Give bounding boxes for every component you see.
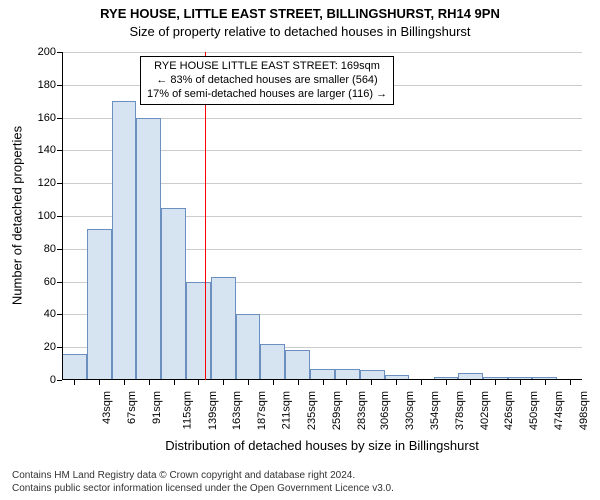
x-tick-mark	[198, 380, 199, 385]
y-axis-line	[62, 52, 63, 380]
y-tick-mark	[57, 380, 62, 381]
chart-title-subtitle: Size of property relative to detached ho…	[0, 24, 600, 39]
x-tick-mark	[174, 380, 175, 385]
histogram-bar	[161, 208, 186, 380]
x-tick-label: 474sqm	[553, 391, 565, 430]
histogram-bar	[260, 344, 285, 380]
legend-line-3: 17% of semi-detached houses are larger (…	[147, 88, 387, 102]
x-tick-label: 354sqm	[429, 391, 441, 430]
x-tick-label: 235sqm	[306, 391, 318, 430]
x-tick-label: 43sqm	[101, 391, 113, 424]
footer-line-1: Contains HM Land Registry data © Crown c…	[12, 470, 588, 483]
x-tick-label: 67sqm	[126, 391, 138, 424]
x-tick-label: 163sqm	[232, 391, 244, 430]
histogram-bar	[211, 277, 236, 380]
y-tick-label: 20	[28, 341, 56, 353]
legend-line-2: ← 83% of detached houses are smaller (56…	[147, 74, 387, 88]
x-tick-label: 187sqm	[256, 391, 268, 430]
x-tick-mark	[323, 380, 324, 385]
x-tick-label: 402sqm	[479, 391, 491, 430]
histogram-bar	[87, 229, 112, 380]
x-tick-label: 450sqm	[528, 391, 540, 430]
x-tick-mark	[371, 380, 372, 385]
x-axis-line	[62, 379, 582, 380]
x-tick-mark	[545, 380, 546, 385]
x-tick-mark	[396, 380, 397, 385]
y-tick-label: 60	[28, 276, 56, 288]
histogram-bar	[285, 350, 310, 380]
x-tick-mark	[346, 380, 347, 385]
x-tick-mark	[99, 380, 100, 385]
x-tick-mark	[223, 380, 224, 385]
y-tick-label: 0	[28, 374, 56, 386]
histogram-bar	[186, 282, 211, 380]
y-tick-label: 100	[28, 210, 56, 222]
y-tick-label: 180	[28, 79, 56, 91]
x-tick-label: 91sqm	[151, 391, 163, 424]
y-tick-label: 120	[28, 177, 56, 189]
x-tick-label: 498sqm	[578, 391, 590, 430]
x-tick-mark	[446, 380, 447, 385]
y-tick-label: 40	[28, 308, 56, 320]
footer-attribution: Contains HM Land Registry data © Crown c…	[12, 470, 588, 495]
footer-line-2: Contains public sector information licen…	[12, 483, 588, 496]
x-tick-label: 259sqm	[331, 391, 343, 430]
x-tick-label: 115sqm	[181, 391, 193, 429]
x-tick-label: 330sqm	[404, 391, 416, 430]
x-tick-mark	[520, 380, 521, 385]
histogram-bar	[62, 354, 87, 380]
x-tick-mark	[570, 380, 571, 385]
x-tick-mark	[149, 380, 150, 385]
y-tick-label: 160	[28, 112, 56, 124]
y-tick-label: 80	[28, 243, 56, 255]
histogram-bar	[112, 101, 137, 380]
y-tick-label: 200	[28, 46, 56, 58]
x-tick-mark	[495, 380, 496, 385]
x-tick-mark	[298, 380, 299, 385]
x-tick-label: 306sqm	[379, 391, 391, 430]
x-tick-label: 283sqm	[356, 391, 368, 430]
histogram-bar	[136, 118, 161, 380]
x-tick-mark	[248, 380, 249, 385]
x-tick-label: 378sqm	[454, 391, 466, 430]
x-tick-label: 139sqm	[207, 391, 219, 430]
gridline	[62, 52, 582, 53]
x-tick-mark	[470, 380, 471, 385]
legend-line-1: RYE HOUSE LITTLE EAST STREET: 169sqm	[147, 60, 387, 74]
y-tick-label: 140	[28, 144, 56, 156]
x-tick-mark	[124, 380, 125, 385]
chart-title-address: RYE HOUSE, LITTLE EAST STREET, BILLINGSH…	[0, 6, 600, 21]
x-tick-mark	[74, 380, 75, 385]
x-tick-label: 211sqm	[280, 391, 292, 429]
x-tick-mark	[421, 380, 422, 385]
x-axis-label: Distribution of detached houses by size …	[62, 438, 582, 453]
histogram-bar	[236, 314, 261, 380]
y-axis-label: Number of detached properties	[10, 52, 25, 380]
x-tick-label: 426sqm	[503, 391, 515, 430]
x-tick-mark	[273, 380, 274, 385]
legend-box: RYE HOUSE LITTLE EAST STREET: 169sqm ← 8…	[140, 56, 394, 105]
